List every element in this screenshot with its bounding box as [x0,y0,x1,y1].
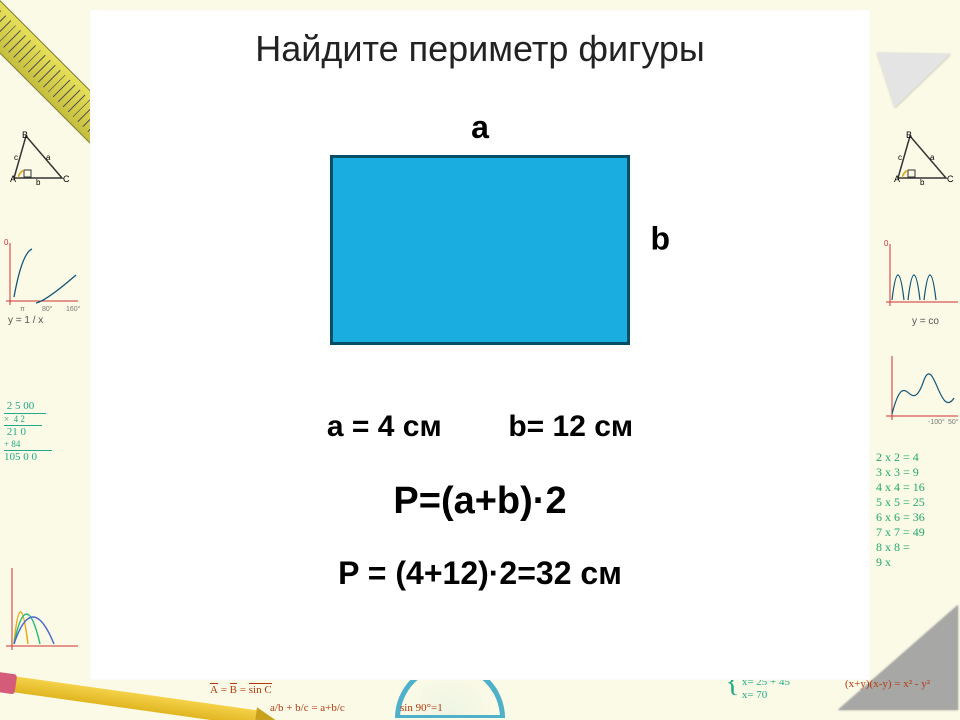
page-title: Найдите периметр фигуры [90,28,870,70]
svg-text:A: A [10,174,16,184]
svg-text:160°: 160° [66,305,81,313]
long-division: 2 5 00 × 4 2 21 0 + 84 105 0 0 [4,400,52,464]
svg-text:a: a [930,153,935,162]
svg-text:c: c [14,153,18,162]
svg-text:b: b [920,178,925,186]
svg-text:0: 0 [4,238,9,247]
svg-text:50°: 50° [948,418,959,426]
graph-reciprocal: 0 160° 80° π y = 1 / x [2,235,80,313]
svg-text:c: c [898,153,902,162]
svg-text:B: B [22,130,28,140]
svg-text:0: 0 [884,239,889,248]
graph-lower-right: -100°50° [882,350,960,430]
svg-text:C: C [63,174,70,184]
triangle-diagram-right: A C B a b c [892,130,954,186]
mult-table: 2 x 2 = 4 3 x 3 = 9 4 x 4 = 16 5 x 5 = 2… [876,450,956,570]
svg-text:80°: 80° [42,305,53,313]
svg-text:y = co: y = co [912,316,939,326]
svg-text:-100°: -100° [928,418,945,426]
perimeter-formula: P=(a+b)·2 [90,480,870,523]
rectangle-shape [330,155,630,345]
slide-frame: A C B a b c A C B a b c 0 160° 80° π y = 1 /… [0,0,960,720]
given-values: a = 4 см b= 12 см [90,410,870,444]
eq-frac2: a/b + b/c = a+b/c [270,702,345,714]
svg-text:π: π [20,306,25,313]
rectangle-figure: a b [330,155,630,345]
content-area: Найдите периметр фигуры a b a = 4 см b= … [90,10,870,680]
label-b: b [650,220,670,257]
svg-text:a: a [46,153,51,162]
given-b: b= 12 см [508,410,633,443]
svg-text:C: C [947,174,954,184]
svg-text:y = 1 / x: y = 1 / x [8,315,43,325]
triangle-diagram-left: A C B a b c [8,130,70,186]
paper-plane-icon [877,31,960,108]
perimeter-result: P = (4+12)·2=32 см [90,555,870,592]
given-a: a = 4 см [327,410,442,443]
svg-text:b: b [36,178,41,186]
svg-text:B: B [906,130,912,140]
eq-sin: sin 90°=1 [400,702,443,714]
label-a: a [471,109,489,146]
svg-text:A: A [894,174,900,184]
graph-lower-left [2,560,80,670]
graph-cos: 0 y = co [882,236,960,314]
